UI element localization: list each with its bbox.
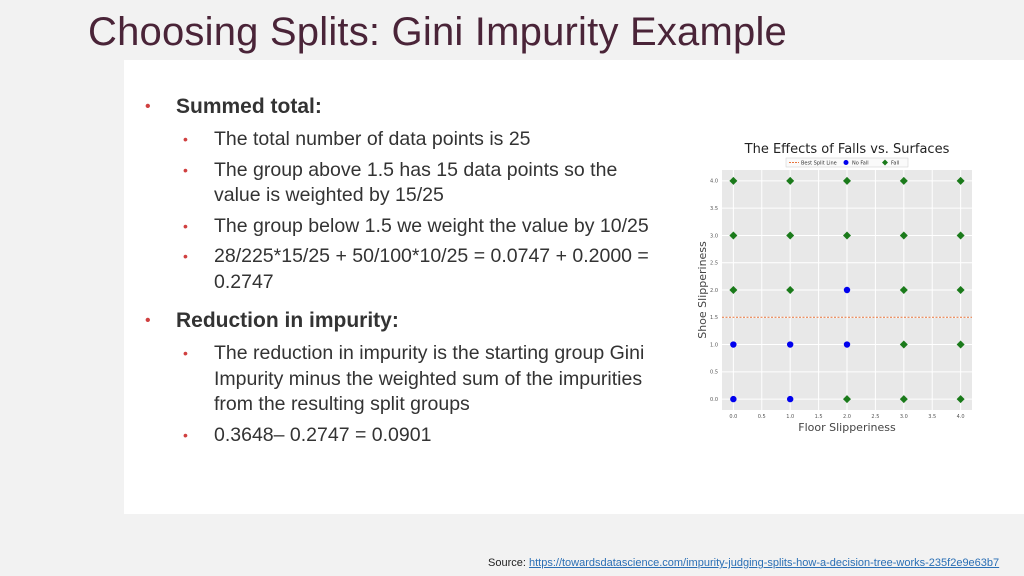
bullet-dot: •	[183, 345, 188, 361]
bullet-dot: •	[145, 312, 151, 329]
data-point-fall	[956, 176, 965, 185]
data-point-fall	[843, 176, 851, 185]
x-tick-label: 0.5	[758, 414, 766, 420]
legend-fall-swatch	[882, 159, 888, 166]
bullet-list: • Summed total: • The total number of da…	[145, 89, 665, 448]
y-tick-label: 0.5	[710, 370, 718, 376]
y-tick-label: 0.0	[710, 397, 718, 403]
data-point-fall	[899, 286, 908, 294]
bullet-dot: •	[183, 131, 188, 147]
data-point-fall	[956, 286, 965, 294]
sub-bullet-text: The reduction in impurity is the startin…	[214, 342, 645, 415]
data-point-no-fall	[786, 395, 794, 403]
data-point-fall	[786, 176, 795, 185]
data-point-fall	[786, 231, 795, 240]
sub-bullet-text: The group above 1.5 has 15 data points s…	[214, 158, 618, 207]
x-tick-label: 3.0	[900, 414, 908, 420]
data-point-fall	[956, 395, 965, 404]
data-point-fall	[729, 231, 738, 240]
y-tick-label: 3.0	[710, 233, 718, 239]
y-tick-label: 1.0	[710, 342, 718, 348]
legend-no-fall-label: No Fall	[852, 161, 869, 167]
bullet-summed-total: • Summed total:	[145, 92, 665, 122]
source-label: Source:	[488, 557, 526, 569]
chart-title: The Effects of Falls vs. Surfaces	[744, 142, 950, 157]
x-tick-label: 0.0	[729, 414, 737, 420]
bullet-dot: •	[183, 217, 188, 234]
y-tick-label: 1.5	[710, 315, 718, 321]
bullet-label: Summed total:	[176, 95, 322, 118]
x-tick-label: 4.0	[957, 414, 965, 420]
data-point-fall	[899, 395, 908, 404]
y-tick-label: 2.5	[710, 261, 718, 267]
sub-bullet: • The total number of data points is 25	[183, 127, 665, 153]
x-axis-label: Floor Slipperiness	[798, 421, 896, 434]
data-point-no-fall	[786, 341, 794, 348]
bullet-dot: •	[183, 161, 188, 178]
data-point-fall	[786, 286, 795, 294]
data-point-fall	[956, 340, 965, 349]
data-point-fall	[729, 286, 738, 294]
scatter-chart: The Effects of Falls vs. Surfaces Best Sp…	[690, 138, 990, 438]
source-link[interactable]: https://towardsdatascience.com/impurity-…	[528, 557, 1000, 569]
data-point-no-fall	[730, 395, 737, 403]
sub-bullet: • The group above 1.5 has 15 data points…	[183, 158, 665, 209]
data-point-no-fall	[843, 341, 851, 348]
legend-split-line-label: Best Split Line	[801, 161, 837, 167]
data-point-fall	[899, 340, 908, 349]
sub-bullet: • The reduction in impurity is the start…	[183, 341, 665, 418]
sub-bullet: • 0.3648– 0.2747 = 0.0901	[183, 423, 665, 449]
x-tick-label: 3.5	[928, 414, 936, 420]
bullet-reduction-in-impurity: • Reduction in impurity:	[145, 306, 665, 336]
x-tick-label: 2.0	[843, 414, 851, 420]
data-point-no-fall	[730, 341, 737, 348]
sub-bullet-text: The group below 1.5 we weight the value …	[214, 214, 649, 237]
y-axis-label: Shoe Slipperiness	[696, 241, 709, 339]
data-point-fall	[899, 176, 908, 185]
y-tick-label: 3.5	[710, 206, 718, 212]
x-tick-label: 1.0	[786, 414, 794, 420]
legend-fall-label: Fall	[891, 161, 899, 167]
bullet-dot: •	[145, 98, 151, 115]
x-tick-label: 2.5	[871, 414, 879, 420]
legend-no-fall-swatch	[843, 160, 849, 165]
data-point-fall	[956, 231, 965, 240]
bullet-dot: •	[183, 426, 188, 443]
sub-bullet-text: The total number of data points is 25	[214, 128, 531, 150]
bullet-label: Reduction in impurity:	[176, 309, 399, 332]
sub-bullet-text: 0.3648– 0.2747 = 0.0901	[214, 423, 432, 446]
data-point-fall	[843, 395, 851, 404]
data-point-fall	[729, 176, 738, 185]
x-tick-label: 1.5	[815, 414, 823, 420]
y-tick-label: 2.0	[710, 288, 718, 294]
chart-canvas: The Effects of Falls vs. Surfaces Best Sp…	[696, 142, 972, 434]
data-point-fall	[899, 231, 908, 240]
sub-bullet-text: 28/225*15/25 + 50/100*10/25 = 0.0747 + 0…	[214, 245, 649, 293]
source-citation: Source: https://towardsdatascience.com/i…	[488, 557, 999, 569]
sub-bullet: • 28/225*15/25 + 50/100*10/25 = 0.0747 +…	[183, 244, 665, 295]
slide-title: Choosing Splits: Gini Impurity Example	[88, 10, 787, 54]
y-tick-label: 4.0	[710, 179, 718, 185]
sub-bullet: • The group below 1.5 we weight the valu…	[183, 214, 665, 240]
bullet-dot: •	[183, 248, 188, 264]
data-point-no-fall	[843, 286, 851, 294]
data-point-fall	[843, 231, 851, 240]
